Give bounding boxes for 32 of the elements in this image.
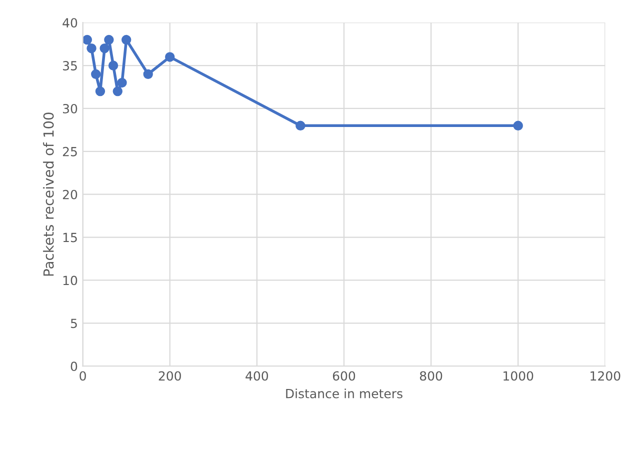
x-tick-label: 0	[80, 371, 86, 381]
point	[82, 34, 92, 45]
y-tick-label: 10	[63, 276, 78, 286]
y-tick-label: 5	[70, 318, 77, 328]
point	[86, 44, 96, 54]
x-tick-label: 600	[332, 371, 356, 381]
y-tick-label: 0	[70, 362, 78, 372]
point	[121, 34, 132, 45]
y-tick-label: 15	[63, 232, 77, 242]
y-axis-title: Packets received of 100	[43, 112, 54, 276]
point	[117, 78, 127, 88]
y-tick-label: 30	[62, 104, 78, 114]
point	[112, 86, 122, 96]
point	[104, 34, 114, 45]
point	[91, 69, 101, 79]
y-tick-label: 25	[62, 146, 77, 156]
point	[95, 86, 106, 96]
x-axis-title: Distance in meters	[286, 388, 402, 398]
point	[513, 120, 523, 131]
y-tick-label: 20	[62, 190, 78, 200]
point	[165, 52, 175, 62]
point	[143, 69, 153, 79]
point	[100, 44, 110, 54]
x-tick-label: 200	[158, 371, 181, 381]
point	[296, 120, 306, 131]
y-tick-label: 40	[62, 18, 78, 28]
x-tick-label: 400	[246, 371, 268, 381]
point	[108, 60, 118, 70]
x-tick-label: 1200	[590, 371, 620, 381]
x-tick-label: 1000	[504, 371, 534, 381]
y-tick-label: 35	[62, 61, 77, 70]
x-tick-label: 800	[420, 371, 442, 381]
